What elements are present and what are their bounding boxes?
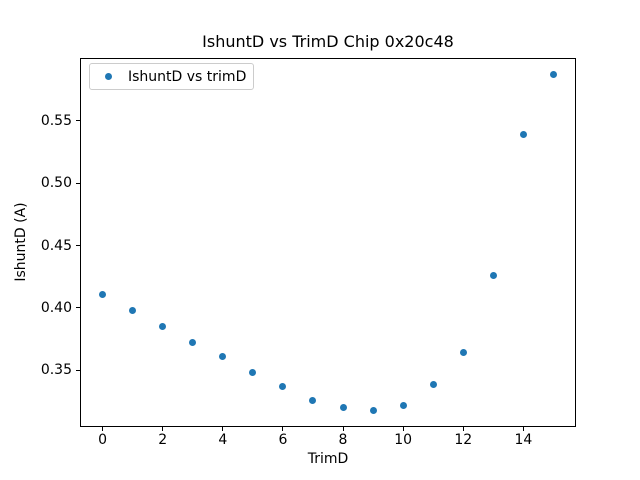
legend-marker-icon: [105, 73, 112, 80]
x-tick-label: 8: [338, 432, 348, 448]
x-tick-mark: [102, 427, 104, 431]
x-tick-label: 12: [454, 432, 473, 448]
scatter-point: [489, 272, 497, 279]
x-tick-label: 14: [514, 432, 533, 448]
y-tick-mark: [76, 182, 80, 184]
x-tick-mark: [342, 427, 344, 431]
y-tick-mark: [76, 245, 80, 247]
scatter-point: [339, 404, 347, 412]
scatter-point: [519, 130, 527, 138]
scatter-point: [189, 339, 197, 347]
y-tick-label: 0.55: [40, 112, 72, 129]
x-tick-mark: [462, 427, 464, 431]
scatter-point: [249, 369, 257, 377]
scatter-point: [549, 70, 557, 78]
scatter-point: [159, 323, 167, 331]
y-tick-mark: [76, 120, 80, 122]
x-tick-label: 0: [98, 432, 107, 448]
y-tick-mark: [76, 369, 80, 371]
x-axis-label: TrimD: [307, 451, 349, 467]
x-tick-label: 2: [158, 432, 168, 448]
scatter-point: [219, 353, 227, 361]
scatter-point: [369, 406, 377, 414]
x-tick-mark: [522, 427, 524, 431]
legend-label: IshuntD vs trimD: [128, 68, 247, 85]
y-tick-label: 0.50: [40, 175, 72, 192]
x-tick-mark: [222, 427, 224, 431]
scatter-point: [429, 380, 437, 388]
scatter-point: [309, 396, 317, 404]
y-tick-label: 0.35: [40, 362, 72, 379]
scatter-point: [99, 290, 107, 298]
chart-title: IshuntD vs TrimD Chip 0x20c48: [202, 32, 454, 51]
x-tick-label: 6: [278, 432, 288, 448]
scatter-point: [459, 349, 467, 357]
x-tick-mark: [402, 427, 404, 431]
scatter-point: [129, 306, 137, 314]
x-tick-mark: [162, 427, 164, 431]
y-tick-label: 0.45: [40, 237, 72, 254]
x-tick-label: 4: [218, 432, 228, 448]
x-tick-label: 10: [394, 432, 413, 448]
y-tick-mark: [76, 307, 80, 309]
scatter-point: [399, 401, 407, 409]
y-tick-label: 0.40: [40, 299, 72, 316]
plot-area: [80, 58, 576, 427]
scatter-point: [279, 383, 287, 391]
legend: IshuntD vs trimD: [89, 63, 254, 90]
x-tick-mark: [282, 427, 284, 431]
